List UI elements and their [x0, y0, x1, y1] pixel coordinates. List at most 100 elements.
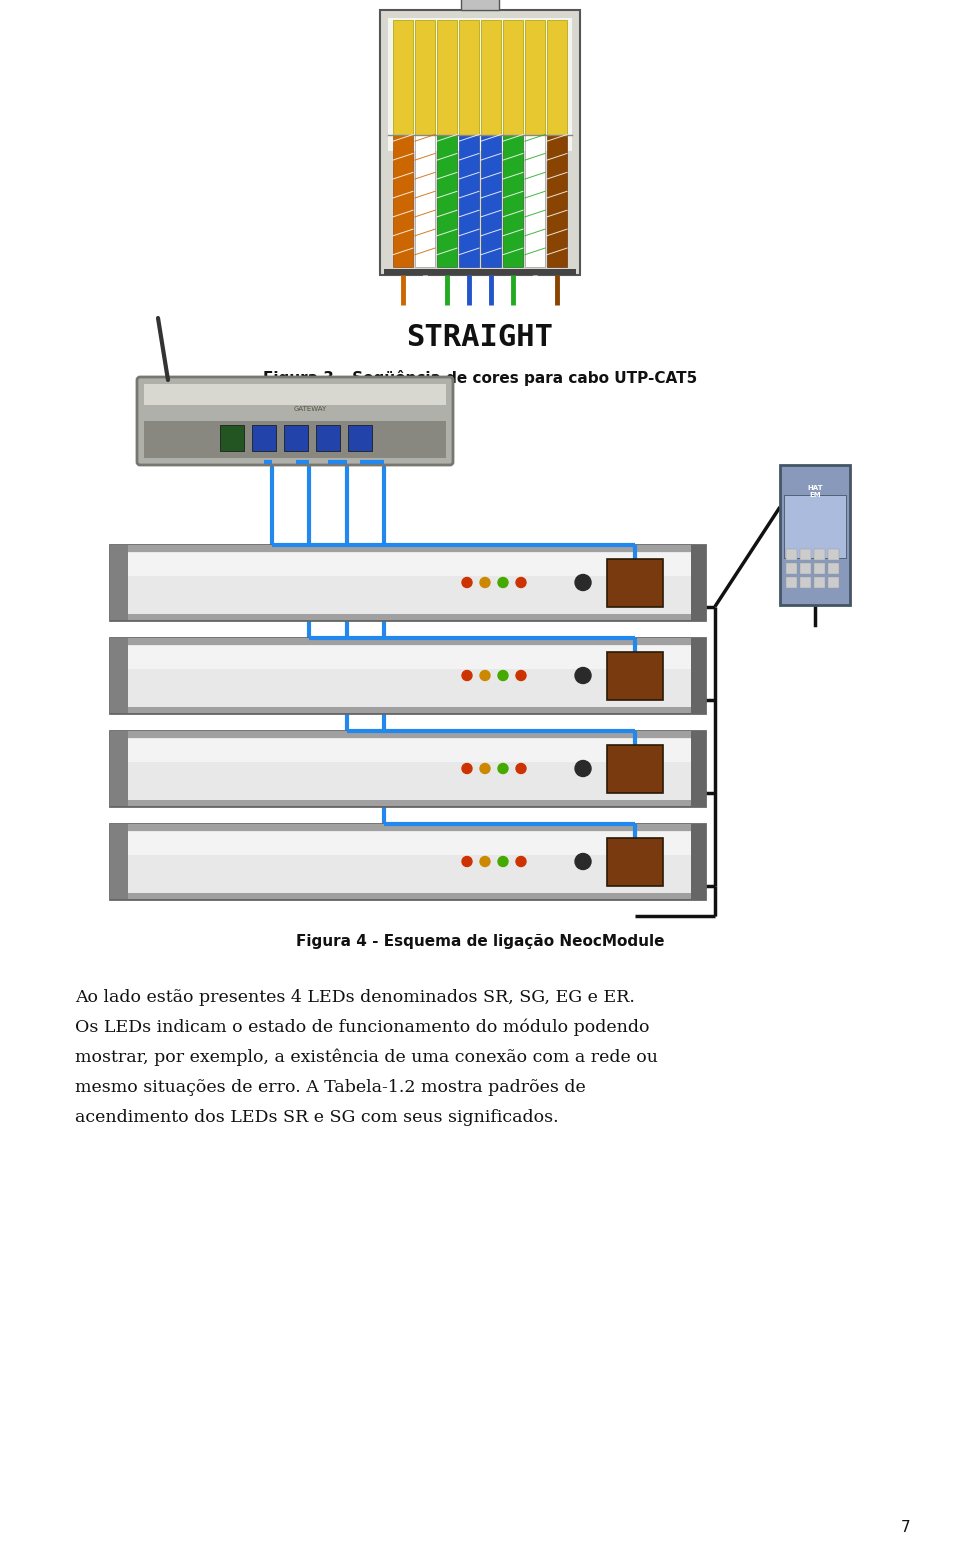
- Text: STRAIGHT: STRAIGHT: [406, 323, 554, 351]
- Bar: [110, 613, 705, 620]
- Circle shape: [480, 671, 490, 681]
- Bar: [110, 638, 128, 713]
- FancyBboxPatch shape: [110, 638, 705, 713]
- Bar: [284, 425, 308, 451]
- Bar: [110, 731, 128, 805]
- Bar: [607, 651, 663, 699]
- Bar: [110, 799, 705, 805]
- Bar: [114, 553, 701, 576]
- Bar: [110, 824, 128, 899]
- Text: Figura 3 – Seqüência de cores para cabo UTP-CAT5: Figura 3 – Seqüência de cores para cabo …: [263, 370, 697, 386]
- Circle shape: [516, 671, 526, 681]
- Circle shape: [480, 578, 490, 587]
- Bar: [393, 134, 413, 267]
- Circle shape: [575, 760, 591, 776]
- FancyBboxPatch shape: [780, 465, 850, 606]
- FancyBboxPatch shape: [110, 731, 705, 805]
- Text: mesmo situações de erro. A Tabela-1.2 mostra padrões de: mesmo situações de erro. A Tabela-1.2 mo…: [75, 1079, 586, 1096]
- FancyBboxPatch shape: [110, 824, 705, 899]
- Bar: [800, 578, 811, 588]
- Bar: [144, 421, 446, 457]
- Bar: [800, 564, 811, 574]
- Circle shape: [516, 857, 526, 866]
- Bar: [114, 832, 701, 854]
- Bar: [388, 19, 572, 150]
- Bar: [415, 134, 435, 267]
- Bar: [461, 0, 499, 9]
- Text: GATEWAY: GATEWAY: [294, 406, 327, 412]
- Bar: [503, 20, 523, 134]
- Circle shape: [462, 578, 472, 587]
- Bar: [691, 545, 705, 620]
- Bar: [220, 425, 244, 451]
- Bar: [786, 564, 797, 574]
- Bar: [110, 545, 128, 620]
- Circle shape: [516, 763, 526, 774]
- Bar: [691, 824, 705, 899]
- Text: acendimento dos LEDs SR e SG com seus significados.: acendimento dos LEDs SR e SG com seus si…: [75, 1108, 559, 1125]
- Bar: [110, 707, 705, 713]
- Bar: [384, 268, 576, 275]
- Text: 7: 7: [900, 1520, 910, 1534]
- Bar: [437, 134, 457, 267]
- Bar: [415, 20, 435, 134]
- Circle shape: [498, 763, 508, 774]
- Circle shape: [480, 763, 490, 774]
- Circle shape: [498, 857, 508, 866]
- Bar: [110, 824, 705, 830]
- Circle shape: [498, 578, 508, 587]
- Circle shape: [575, 854, 591, 869]
- Bar: [607, 745, 663, 793]
- Bar: [607, 559, 663, 607]
- Circle shape: [462, 671, 472, 681]
- Bar: [607, 838, 663, 885]
- Circle shape: [498, 671, 508, 681]
- Bar: [110, 638, 705, 645]
- Bar: [437, 20, 457, 134]
- Circle shape: [516, 578, 526, 587]
- Bar: [114, 738, 701, 762]
- Bar: [786, 549, 797, 560]
- Bar: [800, 549, 811, 560]
- Circle shape: [462, 763, 472, 774]
- Bar: [828, 564, 839, 574]
- Bar: [481, 134, 501, 267]
- Bar: [786, 578, 797, 588]
- Circle shape: [575, 668, 591, 684]
- Bar: [348, 425, 372, 451]
- Bar: [547, 134, 567, 267]
- Text: Os LEDs indicam o estado de funcionamento do módulo podendo: Os LEDs indicam o estado de funcionament…: [75, 1019, 650, 1037]
- Circle shape: [462, 857, 472, 866]
- Text: mostrar, por exemplo, a existência de uma conexão com a rede ou: mostrar, por exemplo, a existência de um…: [75, 1049, 658, 1066]
- Bar: [828, 549, 839, 560]
- Bar: [547, 20, 567, 134]
- Bar: [525, 20, 545, 134]
- Circle shape: [480, 857, 490, 866]
- Bar: [114, 646, 701, 668]
- Circle shape: [575, 574, 591, 590]
- Bar: [393, 20, 413, 134]
- Bar: [110, 731, 705, 738]
- Bar: [691, 638, 705, 713]
- Bar: [784, 495, 846, 557]
- Bar: [481, 20, 501, 134]
- Bar: [814, 549, 825, 560]
- Bar: [814, 578, 825, 588]
- Bar: [828, 578, 839, 588]
- Bar: [110, 893, 705, 899]
- FancyBboxPatch shape: [110, 545, 705, 620]
- Bar: [252, 425, 276, 451]
- Bar: [110, 545, 705, 553]
- Text: Figura 4 - Esquema de ligação NeocModule: Figura 4 - Esquema de ligação NeocModule: [296, 933, 664, 949]
- Bar: [380, 9, 580, 275]
- Bar: [316, 425, 340, 451]
- Bar: [691, 731, 705, 805]
- Bar: [503, 134, 523, 267]
- FancyBboxPatch shape: [137, 378, 453, 465]
- Bar: [459, 134, 479, 267]
- Text: HAT
EM: HAT EM: [807, 485, 823, 498]
- Bar: [459, 20, 479, 134]
- Text: Ao lado estão presentes 4 LEDs denominados SR, SG, EG e ER.: Ao lado estão presentes 4 LEDs denominad…: [75, 990, 635, 1005]
- Bar: [525, 134, 545, 267]
- Bar: [814, 564, 825, 574]
